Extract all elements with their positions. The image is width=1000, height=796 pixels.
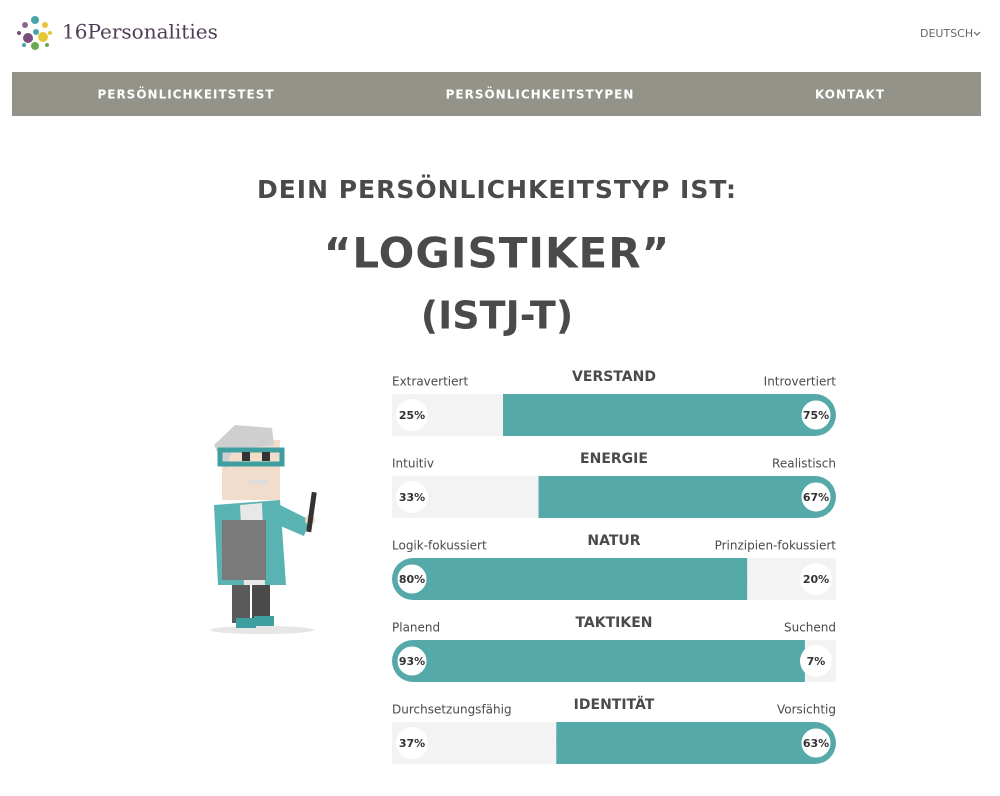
language-select[interactable]: DEUTSCH bbox=[920, 27, 973, 40]
bar-corner-fix bbox=[782, 640, 805, 682]
left-pole: Extravertiert bbox=[392, 375, 468, 389]
left-percent: 93% bbox=[399, 655, 425, 668]
trait-bar-right bbox=[556, 722, 836, 764]
trait-name: IDENTITÄT bbox=[574, 696, 655, 713]
nav-link[interactable]: PERSÖNLICHKEITSTYPEN bbox=[446, 87, 635, 102]
nav-bar bbox=[12, 72, 981, 116]
trait-name: ENERGIE bbox=[580, 451, 648, 467]
right-percent: 7% bbox=[807, 655, 826, 668]
left-percent: 80% bbox=[399, 573, 425, 586]
right-percent: 67% bbox=[803, 491, 829, 504]
trait-name: VERSTAND bbox=[572, 369, 656, 385]
left-percent: 33% bbox=[399, 491, 425, 504]
chevron bbox=[973, 31, 981, 36]
bar-corner-fix bbox=[556, 722, 579, 764]
percent-badge bbox=[798, 725, 834, 761]
left-pole: Durchsetzungsfähig bbox=[392, 703, 512, 717]
percent-badge bbox=[800, 645, 832, 677]
left-percent: 25% bbox=[399, 409, 425, 422]
trait-bar-left bbox=[392, 640, 805, 682]
percent-badge bbox=[394, 643, 430, 679]
percent-badge bbox=[396, 399, 428, 431]
left-pole: Intuitiv bbox=[392, 457, 434, 471]
bar-corner-fix bbox=[725, 558, 748, 600]
right-pole: Suchend bbox=[784, 621, 836, 635]
trait-bar-left bbox=[392, 558, 748, 600]
percent-badge bbox=[798, 397, 834, 433]
right-pole: Prinzipien-fokussiert bbox=[715, 539, 837, 553]
left-pole: Logik-fokussiert bbox=[392, 539, 487, 553]
nav-link[interactable]: PERSÖNLICHKEITSTEST bbox=[97, 87, 274, 102]
percent-badge bbox=[800, 563, 832, 595]
right-percent: 63% bbox=[803, 737, 829, 750]
logo-text[interactable]: 16Personalities bbox=[62, 20, 218, 44]
percent-badge bbox=[396, 727, 428, 759]
percent-badge bbox=[394, 561, 430, 597]
bar-corner-fix bbox=[503, 394, 525, 436]
logo-icon bbox=[17, 16, 52, 50]
bar-corner-fix bbox=[538, 476, 561, 518]
percent-badge bbox=[798, 479, 834, 515]
nav-link[interactable]: KONTAKT bbox=[815, 88, 885, 102]
right-percent: 75% bbox=[803, 409, 829, 422]
right-pole: Introvertiert bbox=[764, 375, 837, 389]
right-pole: Realistisch bbox=[772, 457, 836, 471]
right-pole: Vorsichtig bbox=[777, 703, 836, 717]
percent-badge bbox=[396, 481, 428, 513]
type-name: “LOGISTIKER” bbox=[324, 229, 670, 278]
type-code: (ISTJ-T) bbox=[421, 294, 573, 338]
result-heading: DEIN PERSÖNLICHKEITSTYP IST: bbox=[257, 174, 737, 204]
right-percent: 20% bbox=[803, 573, 829, 586]
left-pole: Planend bbox=[392, 621, 440, 635]
character-illustration bbox=[210, 425, 317, 634]
trait-name: TAKTIKEN bbox=[575, 615, 652, 631]
trait-bar-right bbox=[538, 476, 836, 518]
left-percent: 37% bbox=[399, 737, 425, 750]
trait-bar-right bbox=[503, 394, 836, 436]
trait-name: NATUR bbox=[587, 533, 640, 549]
